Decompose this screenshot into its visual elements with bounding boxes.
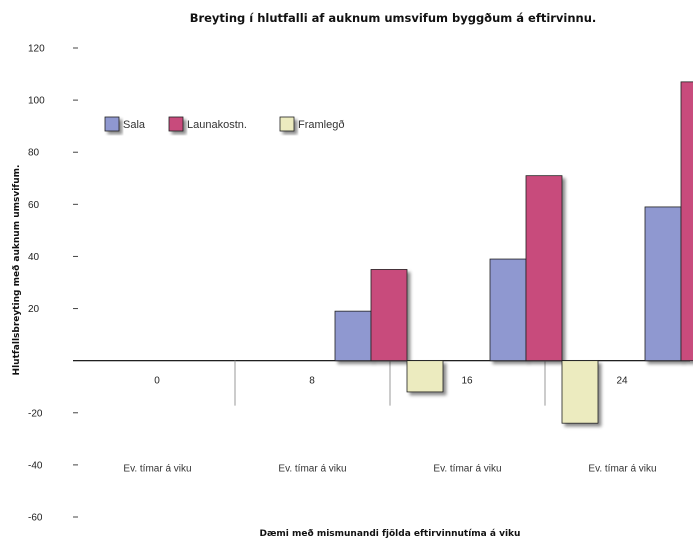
bar-launakostn- xyxy=(680,81,693,362)
legend-label: Framlegð xyxy=(298,119,344,131)
x-tick-label: 8 xyxy=(309,376,315,387)
bar-framleg- xyxy=(406,360,444,393)
y-tick-label: 100 xyxy=(28,96,45,107)
chart-title: Breyting í hlutfalli af auknum umsvifum … xyxy=(190,11,597,25)
legend-label: Sala xyxy=(123,119,146,131)
y-tick-label: -40 xyxy=(28,460,43,471)
x-axis-title: Dæmi með mismunandi fjölda eftirvinnutím… xyxy=(260,529,521,539)
legend: Sala Launakostn. Framlegð xyxy=(104,116,344,132)
category-sublabel: Ev. tímar á viku xyxy=(433,464,501,475)
bar-framleg- xyxy=(561,360,599,424)
x-tick-label: 0 xyxy=(154,376,160,387)
plot-area: -60 -40 -20 20 40 60 80 100 120 0 Ev. tímar á viku… xyxy=(28,44,693,524)
y-tick-label: 60 xyxy=(28,200,40,211)
y-tick-label: 20 xyxy=(28,304,40,315)
category-sublabel: Ev. tímar á viku xyxy=(588,464,656,475)
bar-sala xyxy=(644,206,682,362)
legend-swatch xyxy=(168,116,184,132)
x-tick-label: 16 xyxy=(461,376,473,387)
x-tick-label: 24 xyxy=(616,376,628,387)
legend-label: Launakostn. xyxy=(187,119,247,131)
bar-sala xyxy=(334,310,372,362)
y-tick-label: 40 xyxy=(28,252,40,263)
legend-swatch xyxy=(104,116,120,132)
y-tick-label: 80 xyxy=(28,148,40,159)
category-sublabel: Ev. tímar á viku xyxy=(123,464,191,475)
y-tick-label: 120 xyxy=(28,44,45,55)
bar-sala xyxy=(489,258,527,362)
bar-launakostn- xyxy=(370,269,408,362)
y-tick-label: -20 xyxy=(28,408,43,419)
y-axis-title: Hlutfallsbreyting með auknum umsvifum. xyxy=(12,165,22,376)
category-sublabel: Ev. tímar á viku xyxy=(278,464,346,475)
y-tick-label: -60 xyxy=(28,513,43,524)
legend-swatch xyxy=(279,116,295,132)
bar-launakostn- xyxy=(525,175,563,362)
